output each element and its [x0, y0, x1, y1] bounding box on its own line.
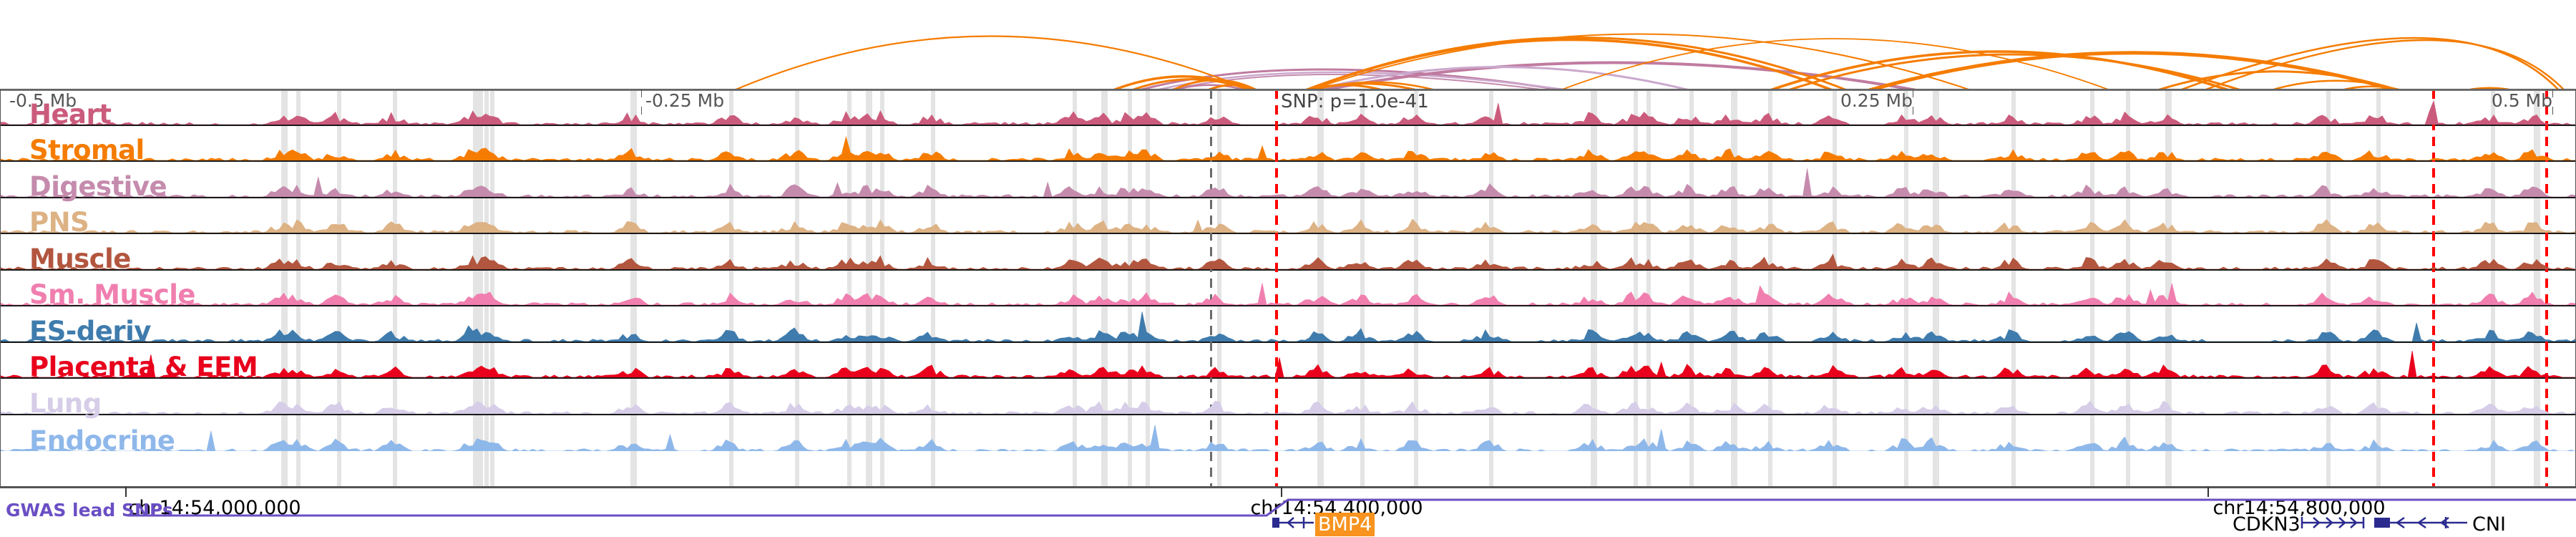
coordinate-tick [125, 487, 127, 497]
signal-profile [1, 350, 2575, 377]
signal-profile [1, 400, 2575, 414]
track-label-pns: PNS [29, 207, 89, 238]
track-label-lung: Lung [29, 387, 102, 419]
track-label-placenta-eem: Placenta & EEM [29, 352, 258, 382]
coordinate-tick [1281, 487, 1282, 497]
signal-profile [1, 99, 2575, 125]
track-label-muscle: Muscle [29, 243, 131, 274]
gene-label-bmp4[interactable]: BMP4 [1315, 513, 1375, 536]
snp-annotation-label: SNP: p=1.0e-41 [1281, 91, 1429, 112]
gwas-track-label: GWAS lead SNPs [6, 500, 173, 521]
signal-track[interactable]: ES-deriv [1, 306, 2575, 347]
signal-profile [1, 218, 2575, 233]
track-label-sm-muscle: Sm. Muscle [29, 279, 196, 310]
signal-track[interactable]: Sm. Muscle [1, 271, 2575, 310]
signal-profile [1, 168, 2575, 197]
signal-profile [1, 311, 2575, 342]
signal-profile [1, 135, 2575, 160]
signal-track[interactable]: Stromal [1, 126, 2575, 163]
gene-annotation-track[interactable]: BMP4 CDKN3 CNI [0, 510, 2576, 537]
gene-label-cdkn3[interactable]: CDKN3 [2233, 513, 2301, 536]
signal-track[interactable]: Endocrine [1, 415, 2575, 456]
signal-profile [1, 253, 2575, 269]
tracks-host: Heart Stromal Digestive PNS Muscle Sm. Muscle… [1, 90, 2575, 456]
bmp4-gene-glyph[interactable] [1272, 514, 1315, 531]
signal-profile [1, 425, 2575, 451]
cnih1-gene-glyph[interactable] [2374, 514, 2517, 531]
signal-track-panel[interactable]: Heart Stromal Digestive PNS Muscle Sm. Muscle… [0, 89, 2576, 487]
chromatin-loop-arcs [707, 33, 2576, 102]
track-label-es-deriv: ES-deriv [29, 315, 151, 347]
signal-profile [1, 283, 2575, 305]
signal-track[interactable]: Lung [1, 379, 2575, 419]
signal-track[interactable]: Muscle [1, 234, 2575, 274]
signal-track[interactable]: Placenta & EEM [1, 343, 2575, 382]
track-label-endocrine: Endocrine [29, 425, 175, 456]
coordinate-axis: chr14:54,000,000 chr14:54,400,000 chr14:54… [0, 487, 2576, 519]
track-label-heart: Heart [29, 98, 112, 130]
signal-track[interactable]: Digestive [1, 162, 2575, 202]
track-label-stromal: Stromal [29, 135, 145, 165]
cdkn3-gene-glyph[interactable] [2301, 514, 2365, 531]
track-label-digestive: Digestive [29, 170, 167, 202]
signal-track[interactable]: PNS [1, 198, 2575, 238]
gene-label-cnih1[interactable]: CNI [2472, 513, 2507, 536]
gwas-lead-snps-line [127, 498, 2576, 517]
signal-track[interactable]: Heart [1, 90, 2575, 130]
coordinate-tick [2207, 487, 2209, 497]
coordinate-axis-rule [0, 487, 2576, 488]
